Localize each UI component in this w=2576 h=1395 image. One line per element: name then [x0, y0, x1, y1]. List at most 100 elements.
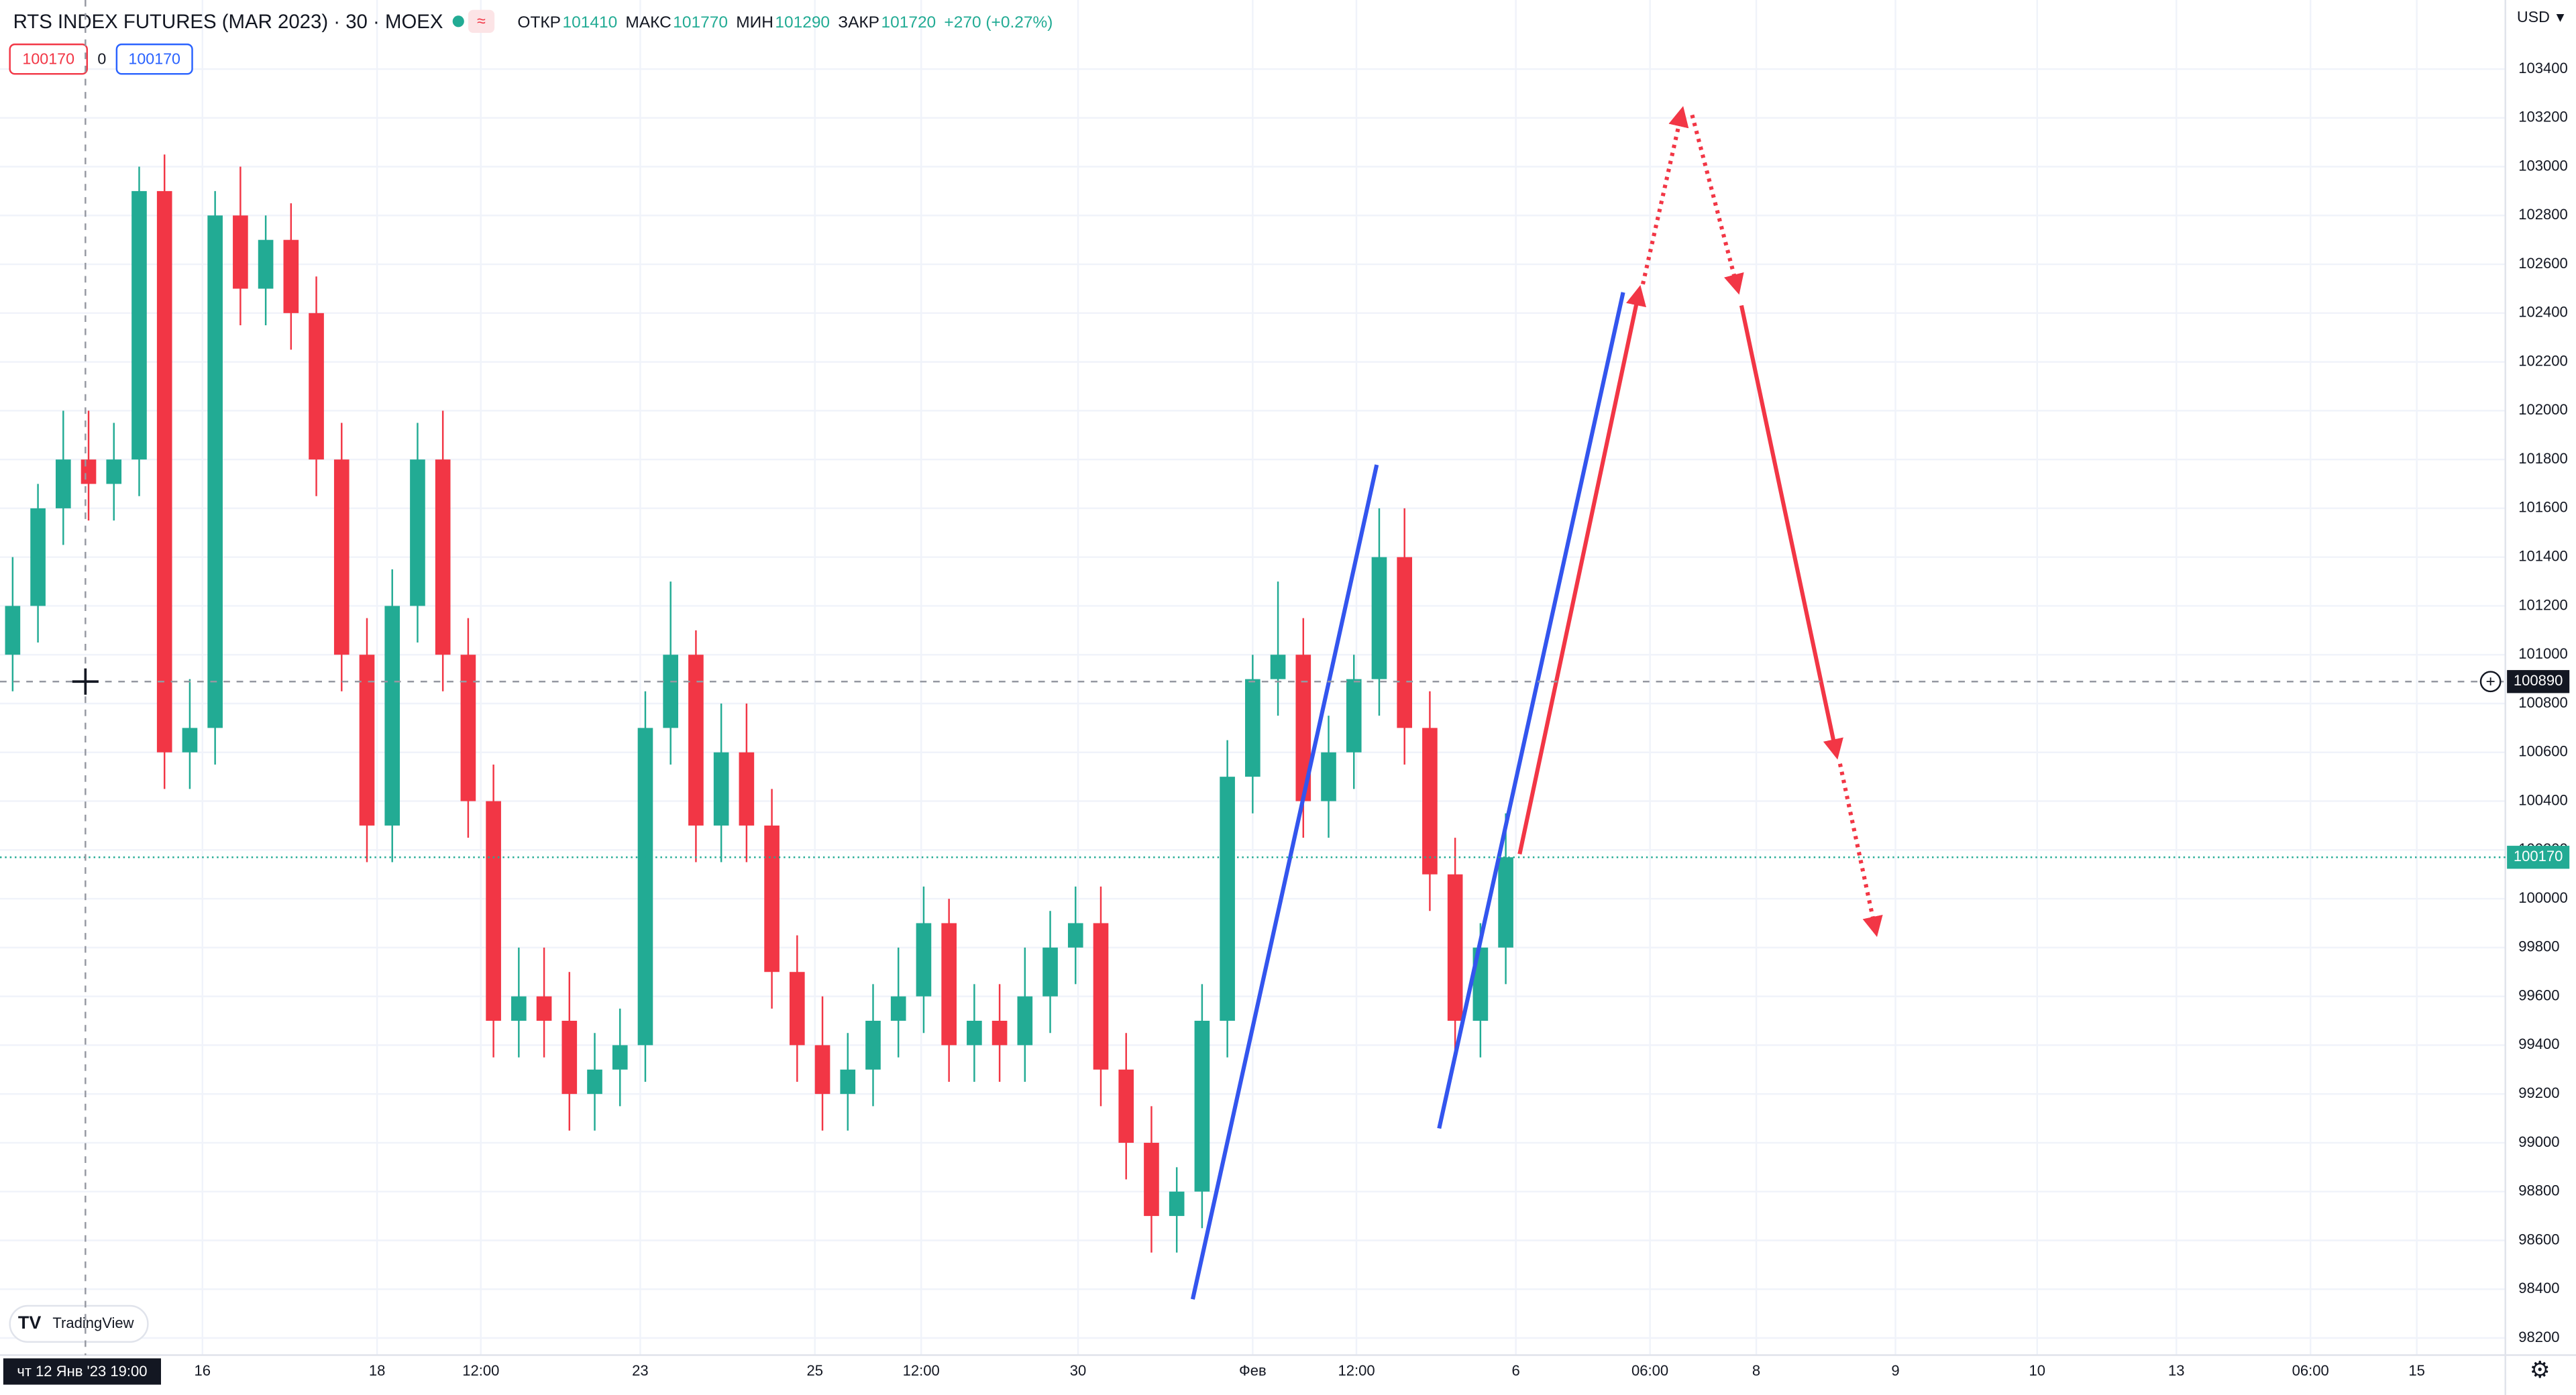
candle-body	[410, 459, 425, 606]
candle-body	[1144, 1142, 1159, 1217]
candle-body	[283, 239, 299, 313]
candle-body	[182, 728, 198, 752]
y-tick-label: 102000	[2518, 401, 2568, 418]
legend-change: +270 (+0.27%)	[944, 13, 1053, 32]
sell-button[interactable]	[9, 43, 89, 75]
candle-body	[106, 459, 122, 484]
arrow	[1739, 304, 1843, 760]
candle-body	[359, 655, 375, 826]
last-price-label: 100170	[2514, 848, 2563, 864]
candle-body	[5, 606, 21, 655]
y-tick-label: 98400	[2518, 1280, 2559, 1296]
crosshair: +100890	[0, 668, 2570, 695]
candle-body	[80, 459, 97, 484]
candle-body	[460, 655, 476, 801]
legend-high-label: МАКС	[625, 13, 671, 32]
y-tick-label: 99200	[2518, 1084, 2559, 1101]
x-tick-label: 12:00	[462, 1362, 499, 1379]
candle-body	[309, 313, 324, 460]
candle-body	[1067, 923, 1083, 948]
brand-name: TradingView	[52, 1315, 133, 1331]
add-order-plus: +	[2485, 673, 2495, 691]
legend-open: 101410	[562, 13, 617, 32]
brand-badge[interactable]	[9, 1304, 149, 1343]
candle-body	[865, 1021, 881, 1070]
candle-body	[1169, 1191, 1185, 1217]
candle-body	[1321, 752, 1336, 801]
y-tick-label: 103000	[2518, 157, 2568, 174]
trend-line	[1190, 464, 1379, 1300]
candle-body	[435, 459, 451, 655]
x-tick-label: 8	[1752, 1362, 1760, 1379]
y-tick-label: 101600	[2518, 499, 2568, 516]
drawings	[1190, 106, 1883, 1300]
candle-body	[840, 1069, 856, 1095]
x-tick-label: 18	[369, 1362, 386, 1379]
candle-body	[1220, 777, 1235, 1021]
x-tick-label: 23	[632, 1362, 649, 1379]
chart-title: RTS INDEX FUTURES (MAR 2023) · 30 · MOEX	[13, 11, 443, 33]
settings-icon[interactable]: ⚙	[2530, 1357, 2551, 1383]
y-tick-label: 101400	[2518, 548, 2568, 565]
candle-body	[30, 508, 46, 606]
y-tick-label: 98600	[2518, 1231, 2559, 1247]
arrow	[1690, 114, 1744, 295]
candle-body	[890, 996, 906, 1021]
candle-body	[1017, 996, 1033, 1046]
y-tick-label: 99000	[2518, 1133, 2559, 1150]
candle-body	[941, 923, 957, 1046]
y-tick-label: 102400	[2518, 304, 2568, 321]
y-tick-label: 99400	[2518, 1036, 2559, 1052]
y-tick-label: 98200	[2518, 1329, 2559, 1345]
crosshair-price-label: 100890	[2514, 672, 2563, 689]
legend-open-label: ОТКР	[517, 13, 561, 32]
y-tick-label: 100400	[2518, 791, 2568, 808]
y-tick-label: 99600	[2518, 987, 2559, 1003]
x-tick-label: 6	[1512, 1362, 1520, 1379]
x-tick-label: 15	[2408, 1362, 2425, 1379]
candle-body	[1397, 557, 1413, 728]
candle-body	[1194, 1021, 1210, 1192]
x-tick-label: Фев	[1239, 1362, 1267, 1379]
candle-body	[663, 655, 679, 728]
candle-body	[713, 752, 729, 826]
y-tick-label: 103200	[2518, 109, 2568, 125]
legend-high: 101770	[673, 13, 728, 32]
buy-price[interactable]: 100170	[128, 50, 180, 68]
candle-body	[536, 996, 552, 1021]
candle-body	[612, 1045, 628, 1070]
x-tick-label: 12:00	[903, 1362, 940, 1379]
candle-body	[486, 801, 501, 1021]
last-price-box	[2507, 846, 2570, 869]
y-tick-label: 98800	[2518, 1182, 2559, 1199]
currency-dropdown[interactable]: ▾	[2557, 8, 2565, 25]
axes: 98200 98400 98600 98800 99000 99200 99400 99600…	[0, 60, 2570, 1379]
candle-body	[1093, 923, 1109, 1070]
brand-logo: TV	[18, 1313, 41, 1333]
candle-body	[739, 752, 755, 826]
candle-body	[1270, 655, 1286, 679]
candle-body	[131, 190, 147, 460]
candle-body	[156, 190, 172, 752]
trend-line	[1437, 292, 1625, 1129]
candle-body	[789, 972, 805, 1046]
ohlc-legend: ОТКР 101410 МАКС 101770 МИН 101290 ЗАКР 101720 +…	[517, 13, 1053, 32]
candle-body	[333, 459, 350, 655]
candle-body	[561, 1021, 578, 1095]
legend-close-label: ЗАКР	[838, 13, 879, 32]
x-tick-label: 9	[1891, 1362, 1899, 1379]
candle-body	[55, 459, 71, 508]
legend-close: 101720	[881, 13, 936, 32]
candle-body	[688, 655, 704, 826]
candle-body	[1498, 857, 1513, 948]
candle-body	[1346, 679, 1362, 752]
sell-price[interactable]: 100170	[22, 50, 74, 68]
currency[interactable]: USD	[2517, 8, 2550, 25]
y-tick-label: 100600	[2518, 743, 2568, 760]
x-tick-label: 06:00	[2292, 1362, 2329, 1379]
x-tick-label: 10	[2029, 1362, 2046, 1379]
legend-low: 101290	[775, 13, 830, 32]
buy-button[interactable]	[115, 43, 193, 75]
